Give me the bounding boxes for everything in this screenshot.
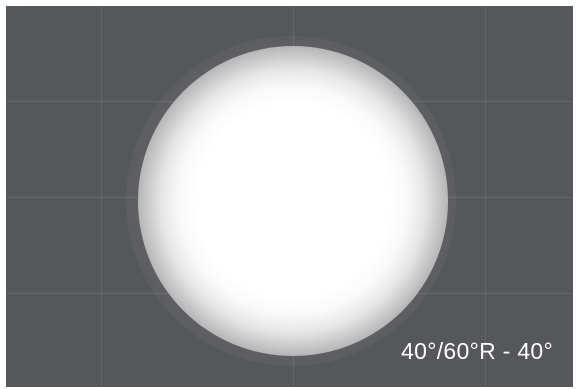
beam-preview: 40°/60°R - 40° xyxy=(6,6,573,387)
grid-line xyxy=(101,6,102,387)
light-beam-spot xyxy=(138,46,448,356)
beam-angle-label: 40°/60°R - 40° xyxy=(401,338,553,364)
grid-line xyxy=(485,6,486,387)
